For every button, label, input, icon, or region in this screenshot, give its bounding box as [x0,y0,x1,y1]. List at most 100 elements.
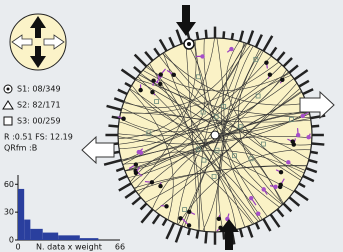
arrow-south [219,219,239,250]
point [237,124,243,130]
rim-tick [117,88,128,96]
great-circle [121,136,312,161]
stress-icon [9,13,67,71]
bar [30,228,43,240]
great-circle [185,42,200,231]
rim-tick [186,228,192,236]
rim-tick [254,222,261,230]
rim-tick [120,68,137,81]
rim-tick [195,230,200,239]
great-circle [124,42,206,171]
point [255,93,261,99]
s1-symbol [6,87,10,91]
bar [18,188,25,240]
point [232,153,237,159]
point [154,99,159,104]
rim-tick [175,29,183,45]
rim-tick [305,167,318,174]
pole [151,78,156,83]
pole [256,211,261,216]
rim-tick [308,158,318,164]
great-circle [215,45,254,233]
pole [300,113,305,119]
great-circle [130,150,305,185]
point [211,173,217,179]
rim-tick [195,31,200,40]
pole [136,149,141,155]
rim-tick [204,231,208,244]
pole [158,72,163,77]
rim-tick [254,34,263,48]
pole [267,72,273,77]
s2-symbol [2,100,14,110]
rim-tick [140,208,154,224]
point [214,147,220,153]
quality-label: QRfm :B [4,144,37,153]
great-circle [124,91,303,172]
pole [150,89,155,95]
point [200,109,206,115]
pole [249,195,254,201]
rim-tick [282,57,293,68]
rim-tick [282,202,293,213]
pole [164,204,169,209]
great-circle [118,37,215,139]
great-circle [120,112,310,160]
pole [306,134,311,140]
rim-tick [276,208,285,218]
histogram: 0 30 60 0 66 N. data x weight [4,175,125,252]
rim-tick [222,231,226,240]
great-circle [226,40,303,179]
rim-tick [310,150,319,155]
rim-tick [153,47,161,57]
bar [79,238,99,240]
great-circle [162,53,307,106]
rim-tick [247,30,255,45]
rim-tick [288,196,301,207]
rim-tick [133,53,148,68]
y-tick-label: 30 [4,208,14,217]
point [221,104,227,109]
rim-tick [131,196,142,206]
rim-tick [311,142,325,146]
great-circle [119,78,295,133]
pole [200,54,205,59]
s2-label: S2: 82/171 [17,101,61,110]
pole [278,170,284,175]
x-tick-label: 0 [15,243,20,252]
pole [186,223,192,228]
great-circle [127,71,289,179]
great-circle [135,78,283,205]
point [260,141,266,147]
rim-tick [269,213,281,228]
rim-tick [106,104,122,112]
rim-tick [151,213,161,225]
great-circle [177,149,311,225]
s1-label: S1: 08/349 [17,85,61,94]
pole [286,160,291,165]
s3-symbol [3,116,13,126]
rim-tick [262,35,274,52]
great-circle [145,82,298,203]
rim-tick [311,124,320,128]
rim-tick [230,32,235,40]
pole [121,116,126,121]
rim-tick [111,115,120,120]
point [182,207,188,212]
pole [278,182,283,187]
arrow-east [299,90,335,120]
rim-tick [124,189,137,199]
ratio-label: R :0.51 FS: 12.19 [4,133,73,142]
pole [264,60,269,65]
pole [216,216,222,221]
pole [149,180,155,185]
pole [261,187,266,192]
x-axis-label: N. data x weight [36,243,102,252]
point [196,74,201,80]
pole [158,81,163,87]
rim-tick [165,222,176,240]
rim-tick [113,97,125,103]
rim-tick [247,225,254,238]
rim-tick [158,38,168,52]
rim-tick [262,218,272,232]
